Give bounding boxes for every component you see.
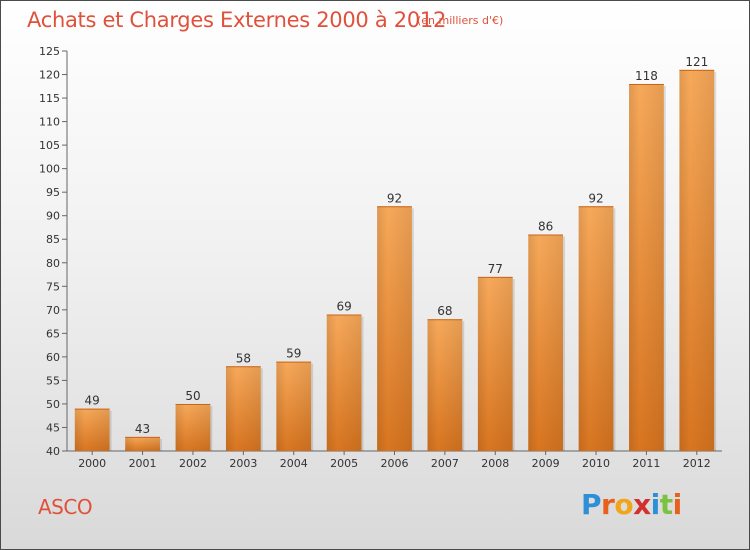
y-tick-label: 85 <box>46 233 60 246</box>
x-tick-label: 2007 <box>431 457 459 470</box>
y-tick-label: 55 <box>46 374 60 387</box>
bar-value-label: 69 <box>336 300 351 314</box>
bar-value-label: 77 <box>488 262 503 276</box>
y-tick-label: 120 <box>39 69 60 82</box>
x-tick-label: 2010 <box>582 457 610 470</box>
bar-value-label: 50 <box>185 389 200 403</box>
x-tick-label: 2012 <box>683 457 711 470</box>
y-tick-label: 65 <box>46 327 60 340</box>
logo-letter: o <box>614 488 634 521</box>
bar-shading <box>225 366 261 451</box>
bar-value-label: 43 <box>135 422 150 436</box>
y-tick-label: 40 <box>46 445 60 458</box>
proxiti-logo: Proxiti <box>581 488 682 521</box>
y-tick-label: 45 <box>46 421 60 434</box>
y-tick-label: 110 <box>39 116 60 129</box>
x-tick-label: 2006 <box>381 457 409 470</box>
x-tick-label: 2005 <box>330 457 358 470</box>
logo-letter: P <box>581 488 602 521</box>
y-tick-label: 100 <box>39 163 60 176</box>
bar-shading <box>427 319 463 451</box>
y-tick-label: 115 <box>39 92 60 105</box>
bar-shading <box>578 206 614 451</box>
bar-value-label: 86 <box>538 220 553 234</box>
x-tick-label: 2008 <box>481 457 509 470</box>
bar-shading <box>679 69 715 451</box>
bar-shading <box>477 276 513 451</box>
bar-value-label: 92 <box>387 191 402 205</box>
y-tick-label: 60 <box>46 351 60 364</box>
x-tick-label: 2000 <box>78 457 106 470</box>
bar-value-label: 92 <box>588 191 603 205</box>
logo-letter: r <box>601 488 615 521</box>
x-tick-label: 2003 <box>229 457 257 470</box>
bar-value-label: 68 <box>437 304 452 318</box>
commune-name: ASCO <box>38 495 93 519</box>
chart-title: Achats et Charges Externes 2000 à 2012 <box>27 8 447 32</box>
bar-shading <box>175 403 211 451</box>
x-tick-label: 2011 <box>632 457 660 470</box>
x-tick-label: 2009 <box>532 457 560 470</box>
bar-value-label: 118 <box>635 69 658 83</box>
y-tick-label: 90 <box>46 210 60 223</box>
bar-value-label: 58 <box>236 351 251 365</box>
bar-shading <box>74 408 110 451</box>
y-tick-label: 105 <box>39 139 60 152</box>
y-tick-label: 80 <box>46 257 60 270</box>
bar-shading <box>377 206 412 451</box>
bar-value-label: 49 <box>85 394 100 408</box>
y-tick-label: 50 <box>46 398 60 411</box>
y-tick-label: 95 <box>46 186 60 199</box>
y-tick-label: 70 <box>46 304 60 317</box>
bar-shading <box>276 361 312 451</box>
logo-letter: t <box>659 488 673 521</box>
logo-letter: i <box>650 488 661 521</box>
x-tick-label: 2002 <box>179 457 207 470</box>
y-tick-label: 125 <box>39 45 60 58</box>
x-tick-label: 2001 <box>129 457 157 470</box>
chart-unit: (en milliers d'€) <box>417 14 504 27</box>
bar-shading <box>326 314 362 451</box>
bar-shading <box>528 234 564 451</box>
x-tick-label: 2004 <box>280 457 308 470</box>
logo-letter: i <box>672 488 683 521</box>
bar-shading <box>629 83 664 452</box>
bar-shading <box>125 436 160 451</box>
bar-value-label: 121 <box>685 55 708 69</box>
y-tick-label: 75 <box>46 280 60 293</box>
bar-value-label: 59 <box>286 347 301 361</box>
logo-letter: x <box>633 488 651 521</box>
